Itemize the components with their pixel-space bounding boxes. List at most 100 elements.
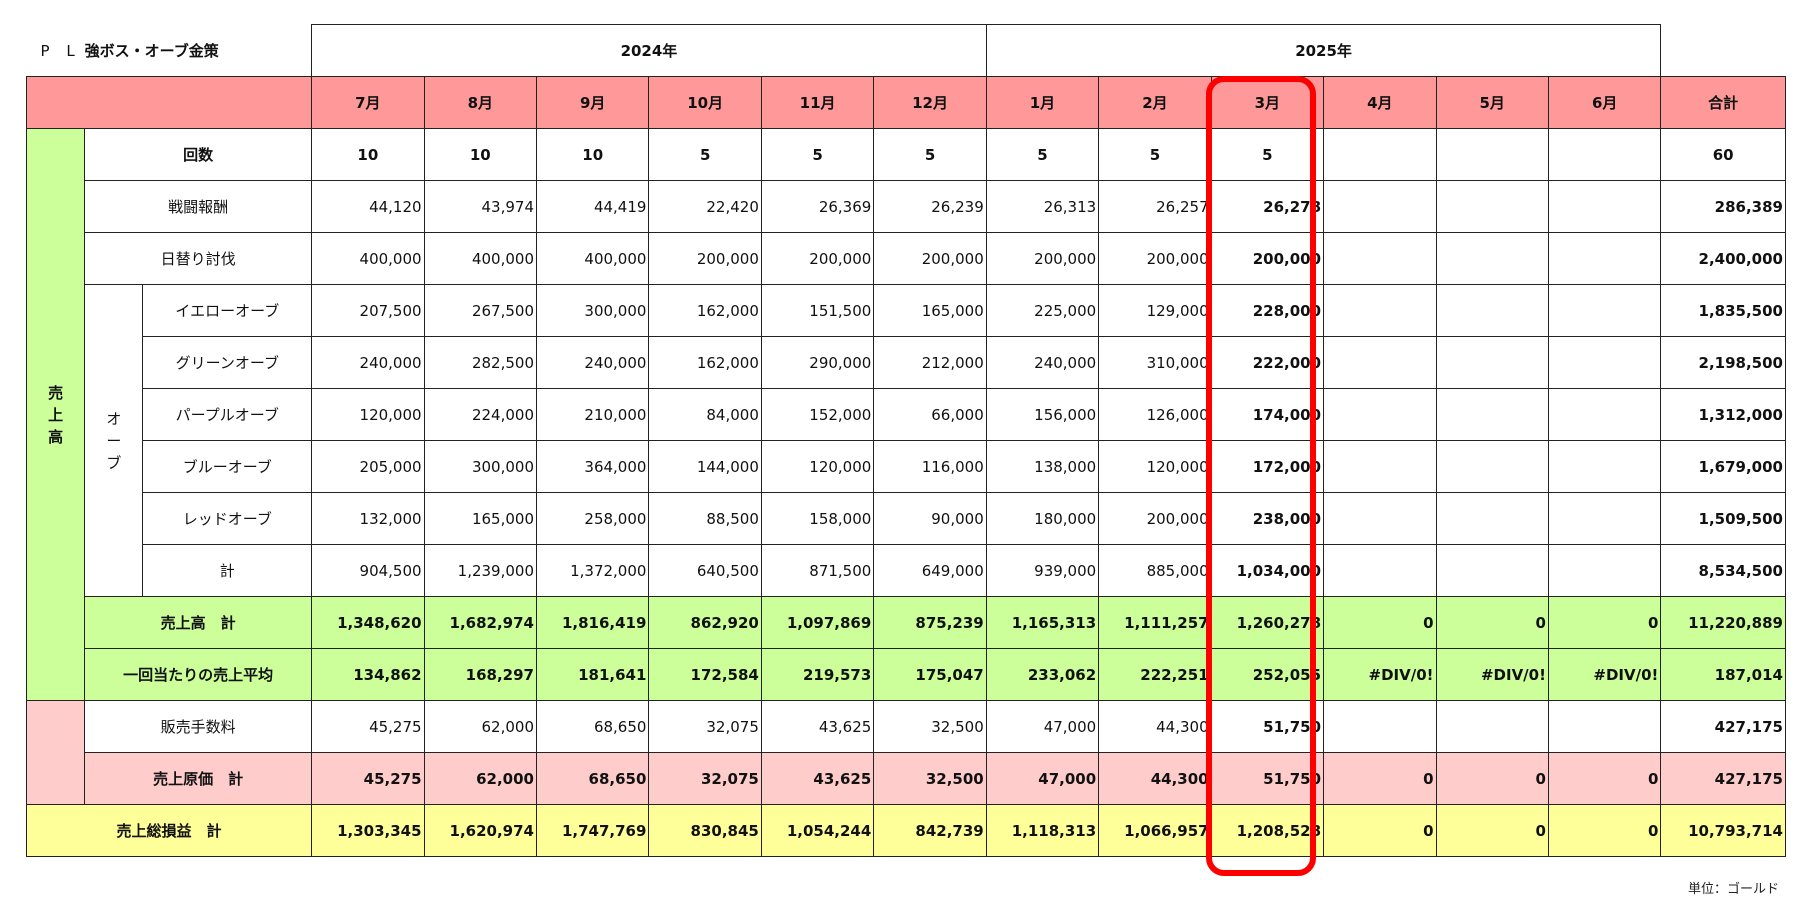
row-label-cost-total: 売上原価 計 <box>84 752 313 805</box>
month-header: 8月 <box>423 76 538 129</box>
value-cell: 0 <box>1435 752 1549 805</box>
total-cell: 1,835,500 <box>1660 284 1786 337</box>
section-label-sales: 売上高 <box>25 128 86 701</box>
value-cell: 200,000 <box>648 232 762 285</box>
value-cell: 152,000 <box>760 388 875 441</box>
value-cell: 5 <box>873 128 987 181</box>
month-header: 1月 <box>985 76 1100 129</box>
month-header: 10月 <box>648 76 762 129</box>
value-cell: 1,682,974 <box>423 596 538 649</box>
value-cell: 225,000 <box>985 284 1100 337</box>
value-cell: 5 <box>1098 128 1212 181</box>
year-row: P L 強ボス・オーブ金策 2024年 2025年 <box>26 24 1786 77</box>
value-cell: 1,303,345 <box>311 804 425 857</box>
value-cell: 1,054,244 <box>760 804 875 857</box>
value-cell <box>1547 284 1662 337</box>
value-cell: 300,000 <box>423 440 538 493</box>
value-cell: 26,239 <box>873 180 987 233</box>
value-cell: 5 <box>760 128 875 181</box>
month-header: 3月 <box>1210 76 1325 129</box>
total-cell: 286,389 <box>1660 180 1786 233</box>
value-cell: 219,573 <box>760 648 875 701</box>
value-cell: 0 <box>1435 804 1549 857</box>
value-cell: 88,500 <box>648 492 762 545</box>
value-cell: 1,372,000 <box>535 544 650 597</box>
year-row-blank <box>1660 24 1786 77</box>
value-cell: 200,000 <box>1098 232 1212 285</box>
table-row-fee: 販売手数料 45,275 62,000 68,650 32,075 43,625 32,50… <box>25 700 1786 805</box>
value-cell: 43,625 <box>760 752 875 805</box>
month-header-row: 7月 8月 9月 10月 11月 12月 1月 2月 3月 4月 5月 6月 合計 <box>25 76 1786 129</box>
value-cell <box>1547 180 1662 233</box>
table-row-orb-total: 計 904,500 1,239,000 1,372,000 640,500 871,500… <box>27 544 1786 597</box>
value-cell <box>1435 700 1549 753</box>
value-cell: 228,000 <box>1210 284 1325 337</box>
value-cell: 830,845 <box>648 804 762 857</box>
value-cell: 44,120 <box>311 180 425 233</box>
table-row-green-orb: グリーンオーブ 240,000 282,500 240,000 162,000 290,0… <box>27 336 1786 389</box>
value-cell: 885,000 <box>1098 544 1212 597</box>
value-cell <box>1323 284 1437 337</box>
value-cell: 172,584 <box>648 648 762 701</box>
value-cell: 1,097,869 <box>760 596 875 649</box>
value-cell: 205,000 <box>311 440 425 493</box>
value-cell <box>1435 336 1549 389</box>
value-cell <box>1435 180 1549 233</box>
value-cell: 44,300 <box>1098 700 1212 753</box>
value-cell: 5 <box>1210 128 1325 181</box>
value-cell: 233,062 <box>985 648 1100 701</box>
value-cell: 0 <box>1323 752 1437 805</box>
value-cell: 45,275 <box>311 700 425 753</box>
value-cell: 26,257 <box>1098 180 1212 233</box>
value-cell: 120,000 <box>760 440 875 493</box>
total-cell: 2,400,000 <box>1660 232 1786 285</box>
table-row-count: 売上高回数 10 10 10 5 5 5 5 5 5 60 <box>25 128 1786 701</box>
value-cell: 132,000 <box>311 492 425 545</box>
total-cell: 1,679,000 <box>1660 440 1786 493</box>
value-cell: 210,000 <box>535 388 650 441</box>
value-cell <box>1435 284 1549 337</box>
value-cell: 1,118,313 <box>985 804 1100 857</box>
value-cell: 240,000 <box>985 336 1100 389</box>
value-cell: 43,625 <box>760 700 875 753</box>
table-row-yellow-orb: オーブイエローオーブ 207,500 267,500 300,000 162,000 15… <box>27 284 1786 597</box>
value-cell: 200,000 <box>760 232 875 285</box>
row-label-sales-total: 売上高 計 <box>84 596 313 649</box>
table-row-daily: 日替り討伐 400,000 400,000 400,000 200,000 200,000… <box>27 232 1786 285</box>
value-cell: 32,075 <box>648 752 762 805</box>
value-cell: 0 <box>1547 804 1662 857</box>
value-cell: 126,000 <box>1098 388 1212 441</box>
value-cell: 47,000 <box>985 752 1100 805</box>
value-cell: 258,000 <box>535 492 650 545</box>
value-cell: 90,000 <box>873 492 987 545</box>
value-cell: 364,000 <box>535 440 650 493</box>
month-header: 2月 <box>1098 76 1212 129</box>
value-cell <box>1323 180 1437 233</box>
value-cell: 26,369 <box>760 180 875 233</box>
value-cell: 224,000 <box>423 388 538 441</box>
value-cell: 32,500 <box>873 752 987 805</box>
row-label-yellow-orb: イエローオーブ <box>142 284 313 337</box>
value-cell: 62,000 <box>423 700 538 753</box>
value-cell: 640,500 <box>648 544 762 597</box>
value-cell: 290,000 <box>760 336 875 389</box>
value-cell <box>1547 232 1662 285</box>
value-cell: 1,620,974 <box>423 804 538 857</box>
value-cell: 68,650 <box>535 700 650 753</box>
month-header: 11月 <box>760 76 875 129</box>
total-cell: 1,509,500 <box>1660 492 1786 545</box>
value-cell <box>1435 492 1549 545</box>
row-label-sales-avg: 一回当たりの売上平均 <box>84 648 313 701</box>
value-cell: 1,260,278 <box>1210 596 1325 649</box>
value-cell: 400,000 <box>423 232 538 285</box>
value-cell: 200,000 <box>1098 492 1212 545</box>
value-cell: 5 <box>648 128 762 181</box>
value-cell: 238,000 <box>1210 492 1325 545</box>
month-header: 12月 <box>873 76 987 129</box>
row-label-blue-orb: ブルーオーブ <box>142 440 313 493</box>
unit-note: 単位：ゴールド <box>1687 882 1779 897</box>
header-blank <box>25 76 313 129</box>
value-cell: 47,000 <box>985 700 1100 753</box>
title-text: 強ボス・オーブ金策 <box>84 41 219 60</box>
value-cell: 649,000 <box>873 544 987 597</box>
